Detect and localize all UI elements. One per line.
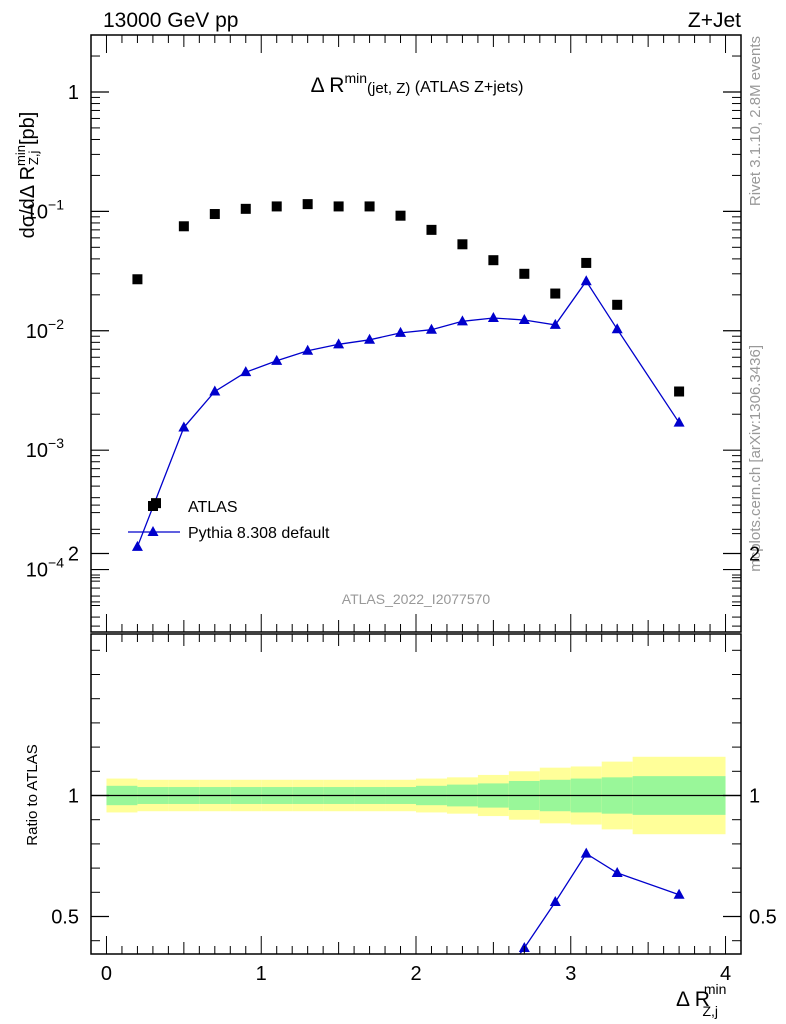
- atlas-point: [240, 203, 251, 214]
- main-ytick-label: 10−4: [26, 555, 64, 582]
- pythia-point: [456, 315, 468, 326]
- atlas-point: [457, 239, 468, 250]
- ratio-ytick-label: 1: [68, 786, 79, 808]
- ratio-ytick-label-right: 1: [749, 786, 760, 808]
- atlas-point: [132, 274, 143, 285]
- ratio-pythia-point: [673, 888, 685, 899]
- pythia-point: [302, 344, 314, 355]
- atlas-point: [674, 386, 685, 397]
- legend-atlas-label: ATLAS: [188, 499, 238, 516]
- analysis-watermark: ATLAS_2022_I2077570: [342, 591, 491, 607]
- main-ytick-label: 10−3: [26, 435, 64, 462]
- atlas-point: [426, 224, 437, 235]
- main-y-axis-label: dσ/dΔ RminZ,j [pb]: [13, 112, 41, 239]
- ratio-pythia-point: [580, 847, 592, 858]
- pythia-point: [209, 385, 221, 396]
- pythia-point: [487, 311, 499, 322]
- ratio-pythia-line: [518, 852, 680, 954]
- main-ytick-label: 10−1: [26, 196, 64, 223]
- ratio-ytick-label-right: 2: [749, 544, 760, 566]
- pythia-point: [580, 275, 592, 286]
- ratio-ytick-label: 2: [68, 544, 79, 566]
- pythia-point: [611, 323, 623, 334]
- pythia-point: [549, 318, 561, 329]
- ratio-xtick-label: 2: [410, 963, 421, 985]
- x-axis-label: Δ Rmin Z,j: [676, 981, 726, 1019]
- main-y-ticks: 1 10−1 10−2 10−3 10−4: [26, 34, 741, 633]
- pythia-point: [364, 333, 376, 344]
- ratio-xtick-label: 3: [565, 963, 576, 985]
- atlas-point: [271, 201, 282, 212]
- atlas-point: [302, 199, 313, 210]
- ratio-y-ticks: 0.5 0.5 1 1 2 2: [51, 504, 777, 942]
- pythia-point: [395, 326, 407, 337]
- ratio-ytick-label-right: 0.5: [749, 907, 777, 929]
- pythia-point: [178, 421, 190, 432]
- ratio-xtick-label: 1: [256, 963, 267, 985]
- ratio-pythia-point: [549, 895, 561, 906]
- ratio-x-ticks: 0 1 2 3 4: [101, 634, 731, 985]
- ratio-ytick-label: 0.5: [51, 907, 79, 929]
- atlas-point: [550, 288, 561, 299]
- pythia-point: [333, 338, 345, 349]
- ratio-xtick-label: 0: [101, 963, 112, 985]
- ratio-pythia-point: [441, 1007, 452, 1017]
- atlas-point: [612, 299, 623, 310]
- pythia-point: [240, 366, 252, 377]
- legend-pythia-label: Pythia 8.308 default: [188, 525, 330, 542]
- atlas-point: [581, 257, 592, 268]
- header-left: 13000 GeV pp: [103, 9, 238, 32]
- main-title: Δ Rmin(jet, Z) (ATLAS Z+jets): [311, 70, 524, 97]
- atlas-point: [333, 201, 344, 212]
- legend-pythia-marker: [147, 526, 159, 536]
- main-plot-area: [131, 199, 685, 551]
- pythia-point: [131, 540, 143, 551]
- header-right: Z+Jet: [688, 9, 741, 32]
- pythia-point: [673, 416, 685, 427]
- main-ytick-label: 1: [68, 82, 79, 104]
- atlas-point: [488, 255, 499, 266]
- ratio-plot-area: [441, 847, 685, 1017]
- atlas-point: [519, 268, 530, 279]
- ratio-y-axis-label: Ratio to ATLAS: [24, 744, 41, 845]
- pythia-point: [271, 354, 283, 365]
- main-x-ticks: [105, 35, 727, 632]
- atlas-point: [178, 221, 189, 232]
- atlas-point: [364, 201, 375, 212]
- mcplots-credit: mcplots.cern.ch [arXiv:1306.3436]: [747, 345, 764, 572]
- ratio-xtick-label: 4: [720, 963, 731, 985]
- pythia-point: [518, 314, 530, 325]
- main-ytick-label: 10−2: [26, 316, 64, 343]
- ratio-pythia-point: [611, 866, 623, 877]
- ratio-pythia-point: [488, 983, 499, 993]
- atlas-point: [209, 209, 220, 220]
- legend-atlas-marker: [148, 501, 158, 511]
- legend: ATLAS Pythia 8.308 default: [128, 499, 330, 542]
- atlas-point: [395, 210, 406, 221]
- main-panel-frame: [90, 34, 742, 633]
- pythia-point: [425, 323, 437, 334]
- rivet-info: Rivet 3.1.10, 2.8M events: [747, 36, 764, 206]
